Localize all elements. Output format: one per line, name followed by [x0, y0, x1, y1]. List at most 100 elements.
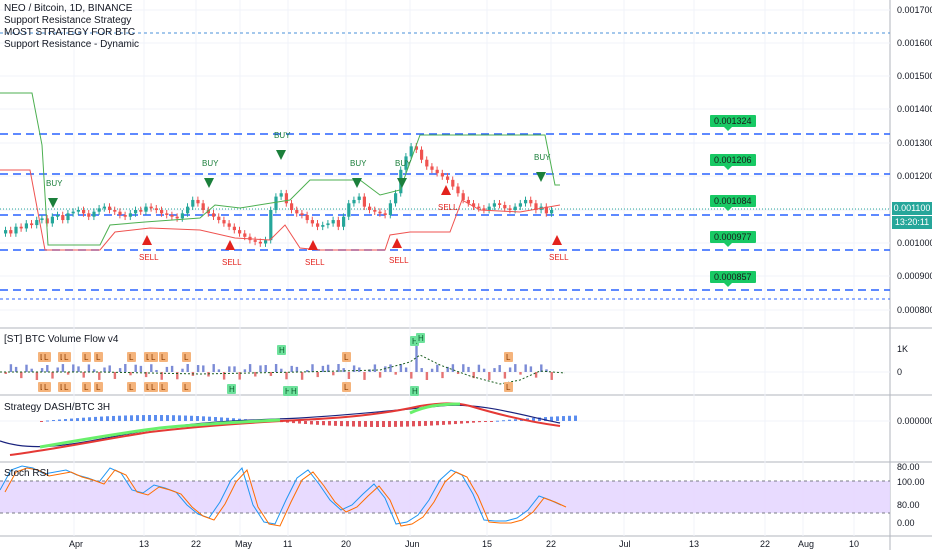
strategy-histogram-bar — [454, 421, 457, 425]
strategy-histogram-bar — [394, 421, 397, 427]
candle — [524, 199, 528, 204]
candle — [378, 211, 382, 214]
candle — [420, 149, 424, 160]
stoch-rsi-title[interactable]: Stoch RSI — [4, 468, 50, 479]
study-most-strategy[interactable]: MOST STRATEGY FOR BTC — [4, 27, 136, 38]
strategy-histogram-bar — [400, 421, 403, 427]
strategy-histogram-bar — [382, 421, 385, 427]
flow-badge-low — [504, 382, 513, 392]
sell-label: SELL — [438, 203, 458, 212]
candle — [550, 210, 554, 214]
sell-arrow — [552, 235, 562, 245]
volume-bar — [373, 364, 377, 372]
volume-bar — [311, 364, 314, 372]
strategy-histogram-bar — [64, 419, 67, 421]
strategy-histogram-bar — [202, 416, 205, 421]
strategy-histogram-bar — [340, 421, 343, 427]
symbol-title[interactable]: NEO / Bitcoin, 1D, BINANCE — [4, 3, 133, 14]
flow-badge-low — [127, 352, 136, 362]
candle — [24, 223, 28, 229]
flow-badge-text: H — [291, 387, 297, 396]
strategy-histogram-bar — [364, 421, 367, 427]
sell-label: SELL — [222, 258, 242, 267]
strategy-histogram-bar — [112, 415, 115, 421]
stoch-tick-label: 100.00 — [897, 477, 925, 487]
buy-arrow — [276, 150, 286, 160]
strategy-histogram-bar — [70, 418, 73, 421]
flow-badge-text: H — [229, 385, 235, 394]
volume-bar — [410, 372, 413, 379]
study-support-resistance-dynamic[interactable]: Support Resistance - Dynamic — [4, 39, 140, 50]
candle — [373, 210, 377, 212]
time-tick-label: 22 — [760, 539, 770, 549]
strategy-histogram-bar — [532, 417, 535, 421]
flow-badge-text: L — [344, 383, 349, 392]
candle — [342, 216, 346, 227]
candle — [290, 203, 294, 210]
candle — [498, 203, 502, 205]
buy-label: BUY — [202, 159, 219, 168]
strategy-histogram-bar — [94, 416, 97, 421]
strategy-histogram-bar — [448, 421, 451, 425]
volume-bar — [98, 372, 101, 380]
volume-bar — [124, 364, 127, 372]
study-support-resistance[interactable]: Support Resistance Strategy — [4, 15, 132, 26]
strategy-histogram-bar — [118, 415, 121, 421]
candle — [326, 223, 330, 226]
candle — [40, 218, 44, 221]
volume-bar — [280, 368, 283, 372]
volume-bar — [462, 364, 465, 372]
price-tick-label: 0.001600 — [897, 38, 932, 48]
strategy-histogram-bar — [130, 415, 133, 421]
candle — [368, 206, 372, 210]
volume-bar — [477, 364, 481, 372]
volume-bar — [358, 367, 361, 372]
sell-label: SELL — [389, 256, 409, 265]
candle — [258, 241, 262, 244]
flow-badge-high — [410, 386, 419, 396]
strategy-histogram-bar — [502, 420, 505, 422]
candle — [482, 208, 486, 210]
candle — [430, 166, 434, 170]
strategy-histogram-bar — [40, 421, 43, 422]
candle — [451, 179, 455, 187]
strategy-histogram-bar — [484, 421, 487, 422]
strategy-histogram-bar — [232, 418, 235, 421]
volume-flow-pane: LLLLLLLLLLLLLLLLLLLLLLLLLLHHHHHHH — [0, 333, 566, 396]
strategy-title[interactable]: Strategy DASH/BTC 3H — [4, 402, 111, 413]
candle — [9, 230, 13, 234]
candle — [222, 220, 226, 224]
most-line-green — [0, 92, 560, 246]
volume-bar — [155, 369, 158, 372]
strategy-histogram-bar — [568, 415, 571, 421]
strategy-histogram-bar — [436, 421, 439, 426]
candle — [14, 226, 18, 234]
volume-bar — [295, 366, 299, 372]
strategy-histogram-bar — [166, 415, 169, 421]
chart-legend: NEO / Bitcoin, 1D, BINANCE Support Resis… — [4, 3, 139, 51]
flow-badge-text: L — [64, 383, 69, 392]
volume-bar — [243, 369, 247, 372]
strategy-histogram-bar — [316, 421, 319, 425]
volume-bar — [233, 366, 236, 372]
volume-bar — [420, 368, 423, 372]
candle — [316, 223, 320, 227]
volume-bar — [30, 368, 33, 372]
volume-bar — [430, 368, 434, 372]
flow-badge-low — [127, 382, 136, 392]
flow-badge-low — [82, 352, 91, 362]
flow-badge-text: L — [344, 353, 349, 362]
strategy-histogram-bar — [466, 421, 469, 424]
candle — [35, 220, 39, 226]
flow-badge-text: L — [129, 383, 134, 392]
time-tick-label: Jun — [405, 539, 420, 549]
time-tick-label: 22 — [546, 539, 556, 549]
volume-bar — [342, 368, 345, 372]
volume-bar — [196, 365, 200, 372]
candle — [160, 210, 164, 214]
volume-bar — [503, 372, 507, 379]
most-line-red — [0, 169, 561, 251]
candle — [139, 210, 143, 212]
volume-flow-title[interactable]: [ST] BTC Volume Flow v4 — [4, 334, 119, 345]
